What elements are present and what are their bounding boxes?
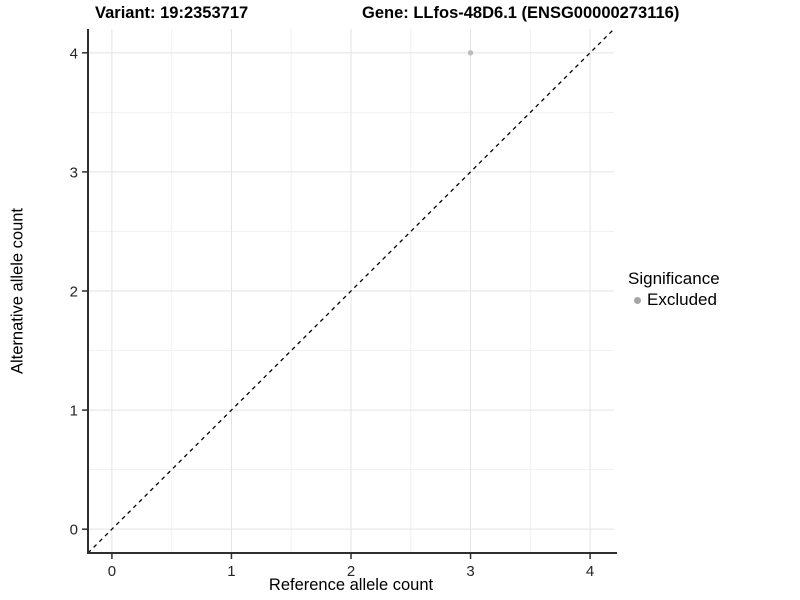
legend: Significance Excluded bbox=[628, 269, 720, 310]
excluded-point-marker-icon bbox=[634, 296, 641, 304]
variant-title: Variant: 19:2353717 bbox=[95, 4, 249, 22]
y-tick-label: 3 bbox=[70, 164, 78, 181]
x-tick-label: 4 bbox=[586, 563, 594, 580]
y-tick-label: 1 bbox=[70, 403, 78, 420]
gene-title: Gene: LLfos-48D6.1 (ENSG00000273116) bbox=[362, 4, 680, 22]
x-tick-label: 0 bbox=[108, 563, 116, 580]
y-axis-title: Alternative allele count bbox=[8, 207, 27, 375]
y-tick-label: 4 bbox=[70, 45, 78, 62]
x-axis-title: Reference allele count bbox=[268, 576, 434, 594]
identity-reference-line bbox=[87, 28, 615, 554]
y-tick-label: 2 bbox=[70, 284, 78, 301]
y-tick-label: 0 bbox=[70, 522, 78, 539]
x-tick-label: 1 bbox=[227, 563, 235, 580]
x-tick-label: 3 bbox=[466, 563, 474, 580]
legend-title: Significance bbox=[628, 269, 720, 288]
x-tick-label: 2 bbox=[347, 563, 355, 580]
legend-item-excluded: Excluded bbox=[628, 290, 720, 310]
legend-item-label: Excluded bbox=[647, 290, 717, 309]
data-point bbox=[467, 50, 474, 56]
